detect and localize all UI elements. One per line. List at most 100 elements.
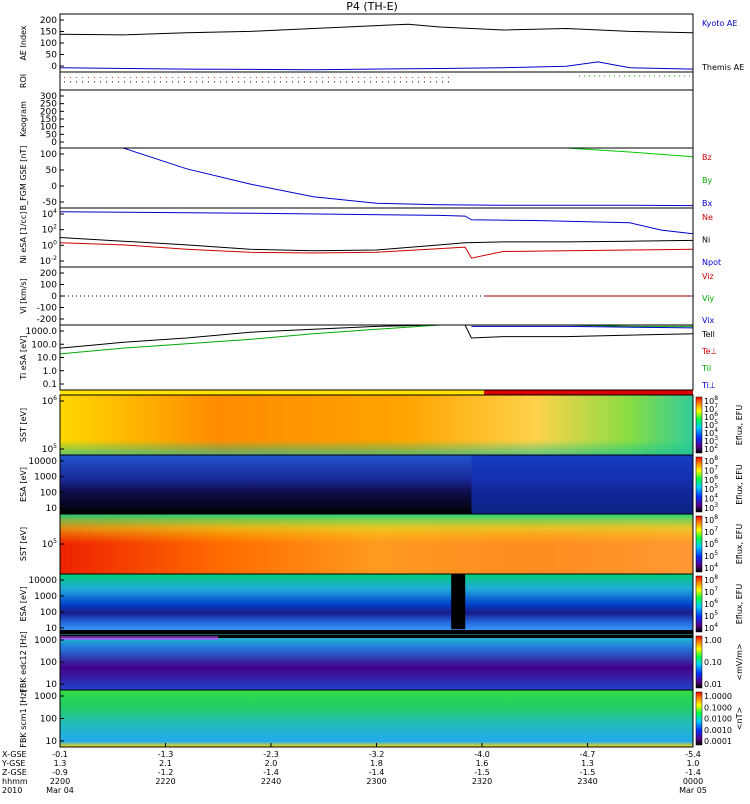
panel-ti <box>59 324 694 355</box>
colorbar-sst1 <box>695 396 703 454</box>
ylabel-sst1: SST [eV] <box>19 408 28 442</box>
ylabel-vi: Vi [km/s] <box>19 278 28 314</box>
xtick-label: -3.2 <box>369 750 385 759</box>
colorbar-tick-esa1: 103 <box>704 502 718 513</box>
esa2-bottom-band <box>60 630 693 634</box>
ytick-label-keogram: 100 <box>40 123 57 133</box>
ytick-label-esa2: 100 <box>40 608 57 618</box>
ylabel-ae: AE Index <box>19 25 28 60</box>
colorbar-tick-sst2: 107 <box>704 526 718 537</box>
ytick-label-fbk2: 100 <box>40 715 57 725</box>
legend-bfgm: Bx <box>702 199 712 208</box>
panel-ae <box>59 23 694 71</box>
ytick-label-keogram: 200 <box>40 107 57 117</box>
colorbar-tick-sst1: 108 <box>704 395 718 406</box>
ytick-label-fbk1: 1000 <box>34 636 57 646</box>
xtick-label: -4.0 <box>474 750 490 759</box>
colorbar-tick-esa2: 104 <box>704 622 718 633</box>
ytick-label-esa2: 10000 <box>28 576 57 586</box>
colorbar-sst2 <box>695 515 703 573</box>
ytick-label-bfgm: -50 <box>42 198 57 208</box>
xtick-label: 2.1 <box>159 759 172 768</box>
series-ae-Kyoto AE <box>59 23 694 36</box>
spectrogram-overlay-sst2 <box>60 514 693 574</box>
colorbar-tick-esa2: 107 <box>704 586 718 597</box>
frame-bfgm <box>59 147 694 209</box>
ytick-label-bfgm: 0 <box>51 182 57 192</box>
ytick-label-bfgm: 100 <box>40 150 57 160</box>
esa2-gap <box>451 574 466 630</box>
ytick-label-fbk1: 10 <box>46 680 58 690</box>
legend-ni: Npot <box>702 258 721 267</box>
colorbar-tick-fbk1: 0.01 <box>704 680 722 689</box>
xtick-label: Mar 04 <box>46 786 74 795</box>
ylabel-keogram: Keogram <box>19 101 28 137</box>
colorbar-tick-sst1: 102 <box>704 443 718 454</box>
ytick-label-ae: 150 <box>40 28 57 38</box>
ytick-label-sst1: 105 <box>42 443 57 455</box>
ylabel-esa2: ESA [eV] <box>19 587 28 622</box>
esa1-late-region <box>471 455 693 514</box>
panel-roi <box>64 75 693 83</box>
ytick-label-keogram: 50 <box>46 130 58 140</box>
ytick-label-esa1: 1000 <box>34 473 57 483</box>
mode-bar-slow <box>60 390 485 395</box>
mode-bar-fast <box>484 390 693 395</box>
colorbar-tick-esa1: 106 <box>704 474 718 485</box>
colorbar-tick-fbk1: 1.00 <box>704 636 722 645</box>
ytick-label-keogram: 150 <box>40 115 57 125</box>
legend-bfgm: By <box>702 176 712 185</box>
colorbar-label-fbk2: <nT> <box>735 707 744 730</box>
panel-esa1 <box>60 455 693 514</box>
ytick-label-ni: 102 <box>42 224 57 236</box>
frame-keogram <box>59 89 694 149</box>
xtick-label: Mar 05 <box>679 786 707 795</box>
ytick-label-bfgm: 50 <box>46 166 58 176</box>
ylabel-esa1: ESA [eV] <box>19 467 28 502</box>
frame-ae <box>59 13 694 73</box>
colorbar-fbk2 <box>695 691 703 746</box>
spectrogram-fbk2 <box>60 690 693 747</box>
ytick-label-fbk1: 100 <box>40 658 57 668</box>
colorbar-tick-sst1: 103 <box>704 435 718 446</box>
ytick-label-vi: -200 <box>37 315 58 325</box>
legend-bfgm: Bz <box>702 153 712 162</box>
colorbar-tick-sst2: 104 <box>704 562 718 573</box>
colorbar-tick-esa1: 104 <box>704 493 718 504</box>
ylabel-ti: Ti eSA [eV] <box>19 335 28 380</box>
xtick-label: -2.3 <box>263 750 279 759</box>
spectrogram-esa2 <box>60 574 693 634</box>
series-bfgm-Bx <box>123 147 694 207</box>
xtick-label: -1.4 <box>263 768 279 777</box>
xaxis-row-label: X-GSE <box>2 750 27 759</box>
legend-vi: Viy <box>702 294 715 303</box>
legend-ti: Ti⊥ <box>701 381 716 390</box>
ytick-label-esa1: 10000 <box>28 457 57 467</box>
xaxis-row-label: 2010 <box>2 786 22 795</box>
colorbar-tick-fbk2: 0.0100 <box>704 715 732 724</box>
ylabel-roi: ROI <box>19 74 28 88</box>
ytick-label-fbk2: 10 <box>46 737 58 747</box>
ytick-label-ni: 104 <box>42 208 57 220</box>
colorbar-tick-esa2: 105 <box>704 610 718 621</box>
xtick-label: 2320 <box>472 777 492 786</box>
xtick-label: -1.5 <box>580 768 596 777</box>
ytick-label-ae: 50 <box>46 51 58 61</box>
ytick-label-ti: 10.0 <box>37 354 57 364</box>
colorbar-tick-esa2: 106 <box>704 598 718 609</box>
xtick-label: -1.2 <box>158 768 174 777</box>
xtick-label: 0000 <box>683 777 703 786</box>
ylabel-sst2: SST [eV] <box>19 527 28 561</box>
xtick-label: 2300 <box>366 777 386 786</box>
panel-esa2 <box>60 574 693 634</box>
xtick-label: -1.4 <box>685 768 701 777</box>
colorbar-tick-fbk2: 0.0010 <box>704 726 732 735</box>
panel-fbk2 <box>60 690 693 747</box>
xtick-label: -0.1 <box>52 750 68 759</box>
xaxis-row-label: Y-GSE <box>1 759 25 768</box>
ytick-label-ni: 100 <box>42 239 57 251</box>
ytick-label-vi: 200 <box>40 269 57 279</box>
